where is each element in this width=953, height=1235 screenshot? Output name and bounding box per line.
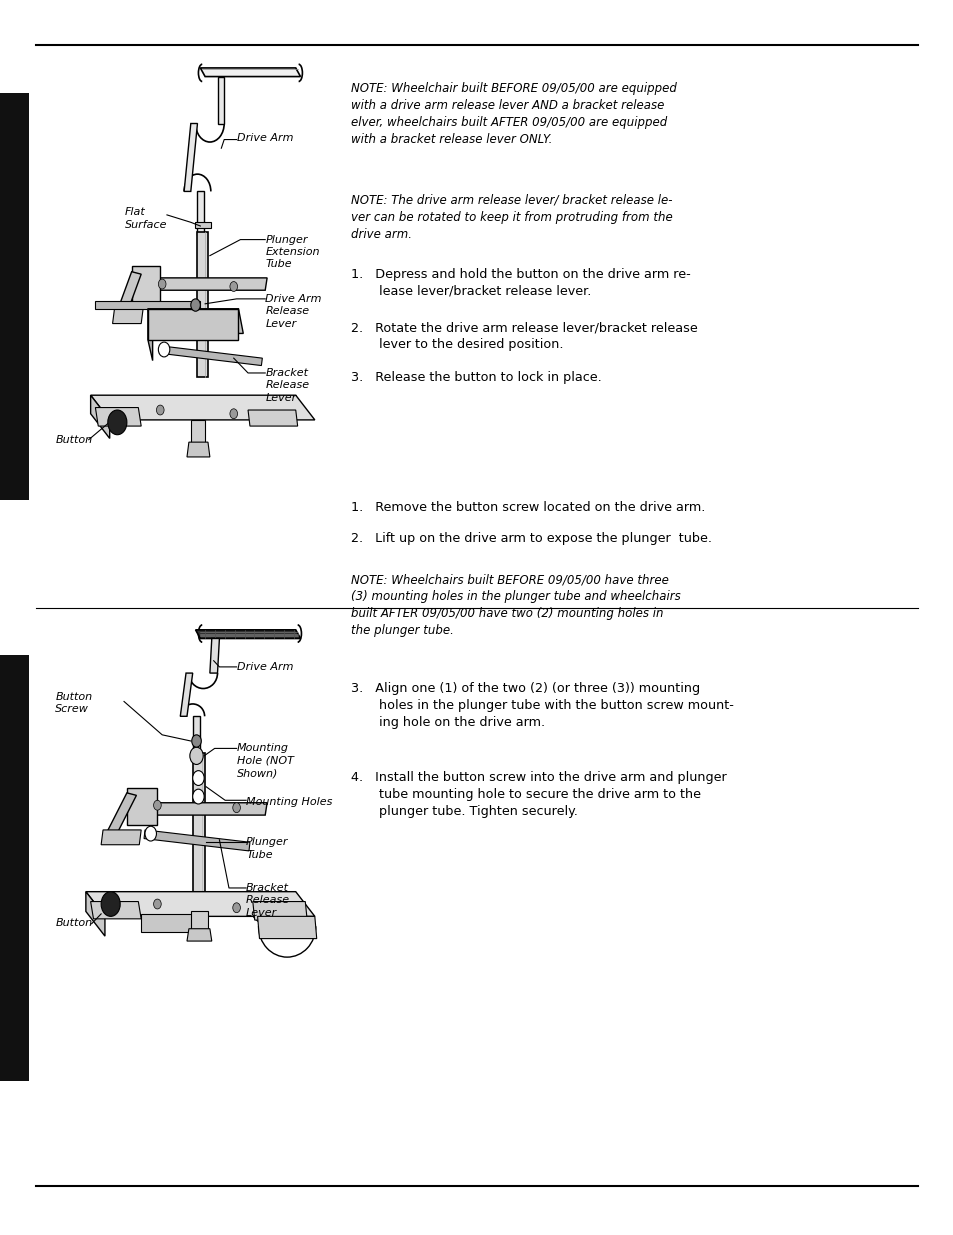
Circle shape [230, 282, 237, 291]
Circle shape [145, 826, 156, 841]
Polygon shape [91, 902, 141, 919]
Text: Button: Button [55, 918, 92, 927]
Circle shape [158, 279, 166, 289]
Text: NOTE: Wheelchairs built BEFORE 09/05/00 have three
(3) mounting holes in the plu: NOTE: Wheelchairs built BEFORE 09/05/00 … [351, 573, 680, 637]
Text: Button
Screw: Button Screw [55, 692, 92, 714]
Polygon shape [112, 309, 143, 324]
Polygon shape [86, 892, 314, 916]
FancyBboxPatch shape [0, 93, 29, 500]
Polygon shape [148, 309, 152, 361]
Text: 2.   Lift up on the drive arm to expose the plunger  tube.: 2. Lift up on the drive arm to expose th… [351, 532, 711, 546]
Polygon shape [95, 301, 200, 309]
Polygon shape [141, 914, 205, 932]
Text: NOTE: The drive arm release lever/ bracket release le-
ver can be rotated to kee: NOTE: The drive arm release lever/ brack… [351, 194, 672, 241]
Text: NOTE: Wheelchair built BEFORE 09/05/00 are equipped
with a drive arm release lev: NOTE: Wheelchair built BEFORE 09/05/00 a… [351, 82, 677, 146]
Polygon shape [148, 309, 243, 333]
Circle shape [233, 903, 240, 913]
Polygon shape [210, 638, 219, 673]
Circle shape [156, 405, 164, 415]
Polygon shape [191, 911, 208, 931]
Polygon shape [187, 442, 210, 457]
Text: 1.   Remove the button screw located on the drive arm.: 1. Remove the button screw located on th… [351, 501, 704, 515]
Circle shape [230, 409, 237, 419]
Polygon shape [144, 830, 250, 851]
Text: Bracket
Release
Lever: Bracket Release Lever [265, 368, 309, 403]
Circle shape [233, 803, 240, 813]
Polygon shape [103, 793, 136, 842]
Text: Drive Arm: Drive Arm [236, 133, 293, 143]
Polygon shape [91, 395, 314, 420]
Polygon shape [132, 266, 160, 303]
Polygon shape [194, 222, 211, 228]
Polygon shape [133, 278, 267, 290]
Polygon shape [114, 272, 141, 321]
Polygon shape [257, 916, 316, 939]
Polygon shape [248, 410, 297, 426]
Circle shape [101, 892, 120, 916]
Text: 3.   Align one (1) of the two (2) (or three (3)) mounting
       holes in the pl: 3. Align one (1) of the two (2) (or thre… [351, 682, 733, 729]
Polygon shape [180, 673, 193, 716]
FancyBboxPatch shape [0, 655, 29, 1081]
Circle shape [192, 735, 201, 747]
Text: Plunger
Tube: Plunger Tube [246, 837, 289, 860]
Polygon shape [159, 346, 262, 366]
Polygon shape [253, 902, 307, 920]
Circle shape [108, 410, 127, 435]
Polygon shape [101, 830, 141, 845]
Text: 1.   Depress and hold the button on the drive arm re-
       lease lever/bracket: 1. Depress and hold the button on the dr… [351, 268, 690, 298]
Text: Mounting
Hole (NOT
Shown): Mounting Hole (NOT Shown) [236, 743, 294, 778]
Text: Plunger
Extension
Tube: Plunger Extension Tube [265, 235, 319, 269]
Text: Flat
Surface: Flat Surface [124, 207, 167, 230]
Circle shape [193, 789, 204, 804]
Circle shape [153, 800, 161, 810]
Polygon shape [200, 68, 300, 77]
Polygon shape [91, 395, 110, 438]
Polygon shape [86, 892, 105, 936]
Polygon shape [127, 788, 157, 825]
Polygon shape [197, 232, 208, 377]
Circle shape [190, 747, 203, 764]
Polygon shape [193, 753, 205, 914]
Polygon shape [197, 191, 204, 235]
Polygon shape [217, 77, 224, 124]
Circle shape [191, 299, 200, 311]
Text: Drive Arm
Release
Lever: Drive Arm Release Lever [265, 294, 321, 329]
Text: Drive Arm: Drive Arm [236, 662, 293, 672]
Polygon shape [191, 420, 205, 445]
Polygon shape [148, 309, 238, 340]
Circle shape [158, 342, 170, 357]
Polygon shape [195, 630, 300, 638]
Circle shape [193, 771, 204, 785]
Circle shape [153, 899, 161, 909]
Polygon shape [184, 124, 197, 191]
Polygon shape [193, 716, 200, 756]
Text: 3.   Release the button to lock in place.: 3. Release the button to lock in place. [351, 370, 601, 384]
Text: Bracket
Release
Lever: Bracket Release Lever [246, 883, 290, 918]
Polygon shape [187, 929, 212, 941]
Text: Button: Button [55, 435, 92, 445]
Polygon shape [129, 803, 267, 815]
Text: 2.   Rotate the drive arm release lever/bracket release
       lever to the desi: 2. Rotate the drive arm release lever/br… [351, 321, 697, 351]
Text: 4.   Install the button screw into the drive arm and plunger
       tube mountin: 4. Install the button screw into the dri… [351, 771, 726, 818]
Text: Mounting Holes: Mounting Holes [246, 797, 333, 806]
Polygon shape [95, 408, 141, 426]
